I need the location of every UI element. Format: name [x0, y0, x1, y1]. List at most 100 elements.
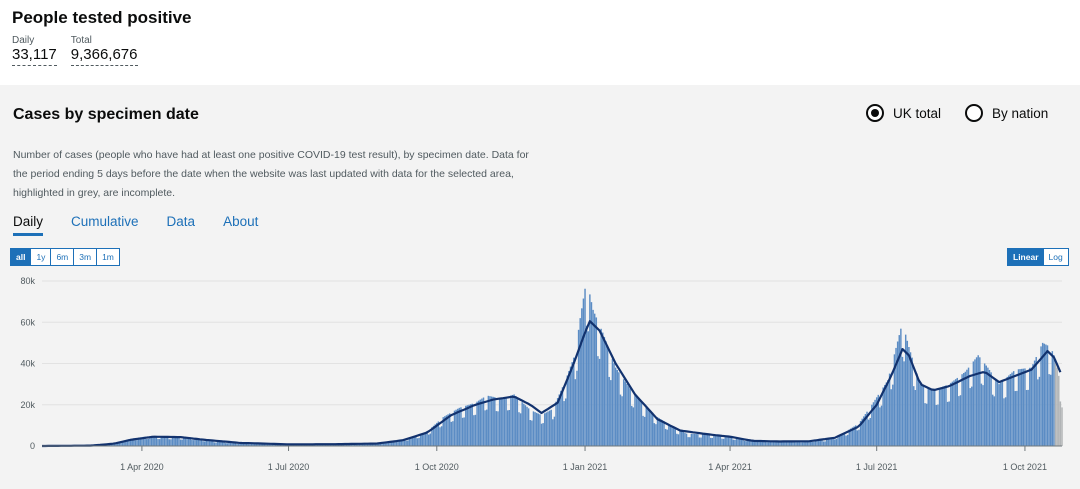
- range-1m-button[interactable]: 1m: [97, 249, 119, 265]
- bar-mark: [339, 444, 341, 446]
- tab-daily[interactable]: Daily: [13, 214, 44, 236]
- bar-mark: [379, 442, 382, 446]
- bar-mark: [703, 434, 705, 446]
- bar-mark: [909, 352, 912, 446]
- bar-mark: [510, 395, 512, 446]
- bar-mark: [748, 439, 751, 446]
- bar-mark: [278, 444, 280, 446]
- bar-mark: [843, 432, 846, 446]
- bar-mark: [571, 362, 573, 446]
- bar-mark: [729, 436, 731, 446]
- radio-by-nation[interactable]: By nation: [965, 104, 1048, 122]
- bar-mark: [927, 387, 929, 446]
- area-radio-group: UK total By nation: [866, 104, 1048, 122]
- bar-mark: [489, 396, 491, 446]
- bar-mark: [539, 414, 541, 446]
- bar-mark: [721, 438, 723, 446]
- range-3m-button[interactable]: 3m: [74, 249, 98, 265]
- daily-value[interactable]: 33,117: [12, 46, 57, 66]
- bar-mark: [260, 444, 262, 446]
- bar-mark: [634, 394, 636, 446]
- radio-unchecked-icon[interactable]: [965, 104, 984, 122]
- bar-mark: [387, 442, 390, 446]
- bar-mark: [1045, 344, 1047, 446]
- scale-linear-button[interactable]: Linear: [1008, 249, 1044, 265]
- bar-mark: [381, 442, 383, 446]
- bar-mark: [126, 439, 129, 446]
- bar-mark: [224, 443, 227, 446]
- radio-uk-total[interactable]: UK total: [866, 104, 941, 122]
- bar-mark: [706, 434, 709, 446]
- bar-mark: [687, 437, 689, 446]
- bar-mark: [505, 397, 507, 446]
- bar-mark: [486, 409, 488, 446]
- bar-mark: [766, 442, 768, 446]
- bar-mark: [537, 413, 540, 446]
- bar-mark: [890, 389, 892, 446]
- bar-mark: [645, 407, 647, 446]
- bar-mark: [1006, 376, 1008, 446]
- bar-mark: [204, 441, 206, 446]
- bar-mark: [914, 389, 917, 446]
- bar-mark: [956, 377, 958, 446]
- bar-mark: [1040, 346, 1042, 446]
- tab-about[interactable]: About: [223, 214, 259, 229]
- bar-mark: [793, 441, 796, 446]
- bar-mark: [139, 437, 142, 446]
- bar-mark: [961, 374, 963, 446]
- radio-checked-icon[interactable]: [866, 104, 884, 122]
- bar-mark: [904, 334, 907, 446]
- bar-mark: [160, 436, 162, 446]
- range-6m-button[interactable]: 6m: [51, 249, 75, 265]
- radio-uk-total-label: UK total: [893, 105, 942, 121]
- tab-cumulative[interactable]: Cumulative: [71, 214, 139, 229]
- bar-mark: [858, 429, 860, 446]
- bar-mark: [776, 440, 778, 446]
- bar-mark: [755, 441, 757, 446]
- bar-mark: [690, 433, 693, 446]
- bar-mark: [663, 421, 665, 446]
- bar-mark: [732, 439, 735, 446]
- bar-mark: [651, 412, 654, 446]
- bar-mark: [399, 439, 401, 446]
- bar-mark: [769, 440, 772, 446]
- range-1y-button[interactable]: 1y: [31, 249, 52, 265]
- bar-mark: [444, 416, 446, 446]
- scale-log-button[interactable]: Log: [1043, 249, 1068, 265]
- bar-mark: [792, 441, 794, 446]
- bar-mark: [922, 385, 925, 446]
- bar-mark: [998, 384, 1000, 446]
- bar-mark: [700, 437, 702, 446]
- bar-mark: [465, 405, 467, 446]
- bar-mark: [241, 443, 243, 446]
- bar-mark: [458, 407, 461, 446]
- bar-mark: [266, 444, 269, 446]
- bar-mark: [830, 438, 833, 446]
- bar-mark: [924, 403, 926, 446]
- bar-mark: [800, 442, 802, 446]
- bar-mark: [349, 444, 351, 446]
- bar-mark: [439, 427, 441, 446]
- chart-tabs: Daily Cumulative Data About: [13, 214, 258, 236]
- bar-mark: [1035, 357, 1037, 446]
- range-all-button[interactable]: all: [11, 249, 32, 265]
- total-value[interactable]: 9,366,676: [70, 46, 138, 66]
- bar-mark: [477, 400, 480, 446]
- bar-mark: [215, 442, 217, 446]
- bar-mark: [653, 423, 656, 446]
- bar-mark: [943, 385, 946, 446]
- bar-mark: [1022, 368, 1025, 446]
- bar-mark: [592, 309, 594, 446]
- bar-mark: [1041, 342, 1044, 446]
- bar-mark: [212, 440, 214, 446]
- bar-mark: [660, 419, 662, 446]
- bar-mark: [482, 397, 485, 446]
- bar-mark: [239, 443, 241, 446]
- bar-mark: [426, 431, 428, 446]
- bar-mark: [468, 404, 470, 446]
- bar-mark: [129, 438, 132, 446]
- bar-mark: [814, 440, 817, 446]
- bar-mark: [685, 433, 688, 446]
- bar-mark: [1020, 368, 1023, 446]
- tab-data[interactable]: Data: [166, 214, 196, 229]
